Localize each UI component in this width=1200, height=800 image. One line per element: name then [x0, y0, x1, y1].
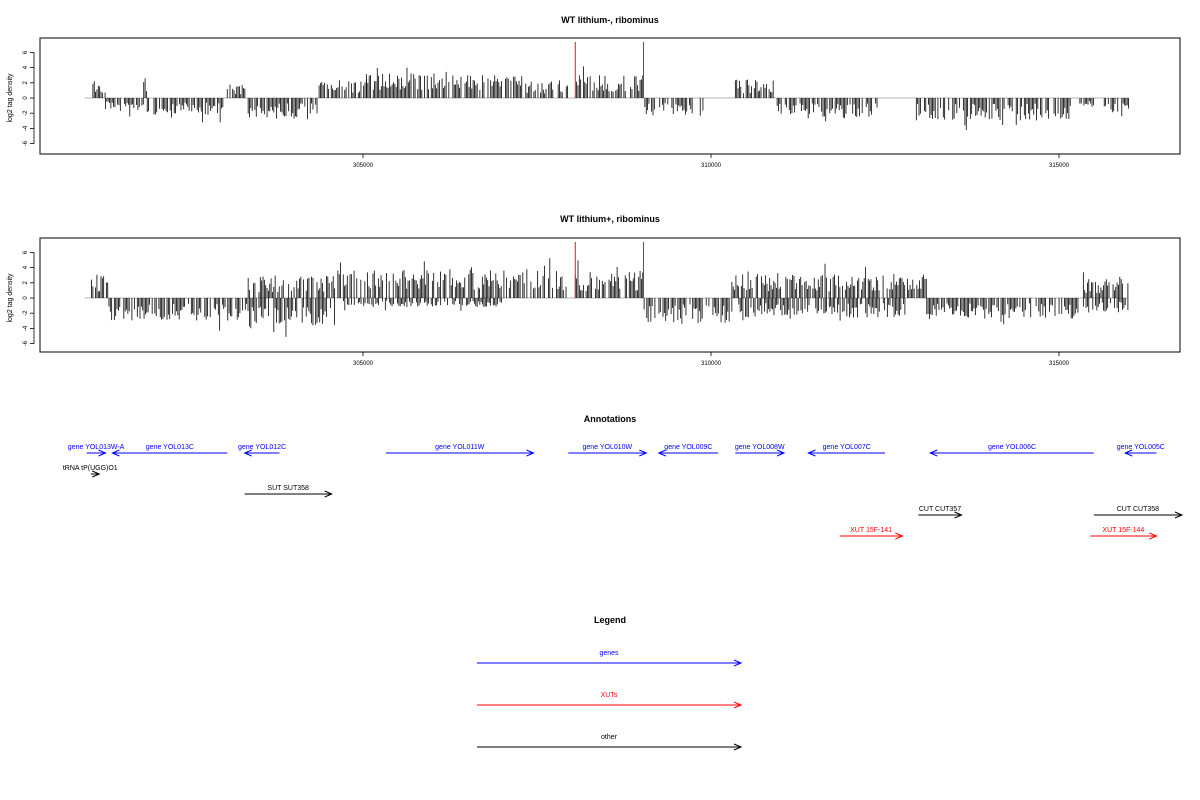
annotation-arrow: [1090, 532, 1158, 540]
y-axis-label: log2 tag density: [7, 73, 14, 123]
annotation-arrow: [839, 532, 904, 540]
legend-arrow: [477, 701, 743, 709]
annotation-features: gene YOL013W-A tRNA tP(UGG)O1 gene YOL013C…: [63, 444, 1184, 540]
y-tick-label: -4: [23, 325, 29, 331]
y-tick-label: 6: [23, 250, 29, 254]
legend-arrow: [477, 659, 743, 667]
panel-title: WT lithium-, ribominus: [561, 15, 659, 25]
x-tick-label: 310000: [701, 361, 722, 367]
x-tick-label: 305000: [353, 361, 374, 367]
annotation-label: gene YOL006C: [988, 444, 1036, 451]
annotation-label: gene YOL012C: [238, 444, 286, 451]
annotation-arrow: [86, 449, 107, 457]
coverage-bars: [84, 258, 1129, 337]
annotation-label: XUT 15F-141: [850, 527, 892, 534]
annotation-label: XUT 15F-144: [1102, 527, 1144, 534]
annotation-arrow: [807, 449, 885, 457]
annotation-label: gene YOL008W: [735, 444, 785, 451]
annotation-label: gene YOL005C: [1117, 444, 1165, 451]
legend-label: other: [601, 734, 618, 741]
y-tick-label: 0: [23, 296, 29, 300]
annotations-title: Annotations: [584, 414, 637, 424]
panel-axes: -6 -4 -2 0 2 4 6 305000 310000 315000: [23, 250, 1070, 367]
annotation-label: CUT CUT358: [1117, 506, 1159, 513]
annotation-arrow: [90, 470, 101, 478]
y-tick-label: -2: [23, 310, 29, 316]
annotation-arrow: [568, 449, 648, 457]
annotation-label: CUT CUT357: [919, 506, 961, 513]
annotation-arrow: [111, 449, 228, 457]
annotation-arrow: [657, 449, 718, 457]
coverage-panel-lithium-plus: WT lithium+, ribominus log2 tag density …: [7, 214, 1181, 367]
annotation-label: gene YOL013W-A: [68, 444, 125, 451]
y-tick-label: 0: [23, 96, 29, 100]
legend-title: Legend: [594, 615, 626, 625]
annotation-arrow: [918, 511, 963, 519]
annotation-label: SUT SUT358: [267, 485, 309, 492]
plot-frame: [39, 237, 1181, 353]
y-tick-label: 4: [23, 65, 29, 69]
y-tick-label: 4: [23, 265, 29, 269]
y-tick-label: -6: [23, 140, 29, 146]
x-tick-label: 305000: [353, 163, 374, 169]
annotation-arrow: [1123, 449, 1157, 457]
annotation-arrow: [244, 490, 333, 498]
plot-frame: [39, 37, 1181, 155]
panel-axes: -6 -4 -2 0 2 4 6 305000 310000 315000: [23, 50, 1070, 169]
annotation-track: Annotations gene YOL013W-A tRNA tP(UGG)O1…: [63, 414, 1184, 540]
y-tick-label: -6: [23, 340, 29, 346]
y-tick-label: 6: [23, 50, 29, 54]
annotation-label: gene YOL011W: [435, 444, 485, 451]
annotation-arrow: [928, 449, 1094, 457]
y-tick-label: 2: [23, 280, 29, 284]
x-tick-label: 310000: [701, 163, 722, 169]
y-tick-label: -4: [23, 125, 29, 131]
annotation-label: gene YOL007C: [823, 444, 871, 451]
annotation-label: gene YOL010W: [582, 444, 632, 451]
legend: Legend genes XUTs other: [477, 615, 743, 751]
annotation-label: gene YOL009C: [664, 444, 712, 451]
annotation-label: tRNA tP(UGG)O1: [63, 465, 118, 472]
annotation-arrow: [735, 449, 786, 457]
panel-title: WT lithium+, ribominus: [560, 214, 660, 224]
feature-boundary-markers: [574, 242, 644, 298]
x-tick-label: 315000: [1049, 361, 1070, 367]
y-tick-label: -2: [23, 110, 29, 116]
feature-boundary-markers: [574, 42, 644, 98]
legend-arrow: [477, 743, 743, 751]
coverage-bars: [84, 66, 1129, 131]
annotation-label: gene YOL013C: [146, 444, 194, 451]
annotation-arrow: [385, 449, 535, 457]
legend-label: XUTs: [601, 692, 618, 699]
annotation-arrow: [1093, 511, 1184, 519]
x-tick-label: 315000: [1049, 163, 1070, 169]
y-axis-label: log2 tag density: [7, 273, 14, 323]
y-tick-label: 2: [23, 80, 29, 84]
legend-label: genes: [599, 650, 619, 657]
legend-entries: genes XUTs other: [477, 650, 743, 751]
coverage-panel-lithium-minus: WT lithium-, ribominus log2 tag density …: [7, 15, 1181, 169]
annotation-arrow: [243, 449, 280, 457]
